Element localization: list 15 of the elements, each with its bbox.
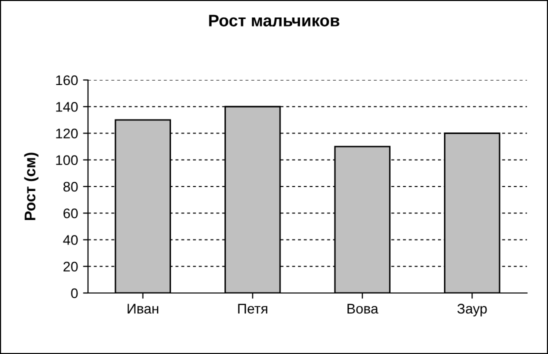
y-tick-label: 120 [56,128,78,138]
x-tick-label: Петя [238,304,268,314]
y-tick-label: 60 [64,208,78,218]
x-tick-label: Иван [128,304,158,314]
y-tick-label: 20 [64,262,78,272]
y-tick-label: 140 [56,102,78,112]
chart-title: Рост мальчиков [209,14,340,26]
y-axis-title: Рост (см) [24,152,38,220]
x-tick-label: Заур [457,304,487,316]
y-tick-label: 100 [56,155,78,166]
y-tick-label: 80 [63,182,78,192]
y-tick-label: 40 [63,235,78,245]
y-tick-label: 0 [71,288,78,298]
x-tick-label: Вова [348,304,378,314]
y-tick-label: 160 [56,75,78,86]
